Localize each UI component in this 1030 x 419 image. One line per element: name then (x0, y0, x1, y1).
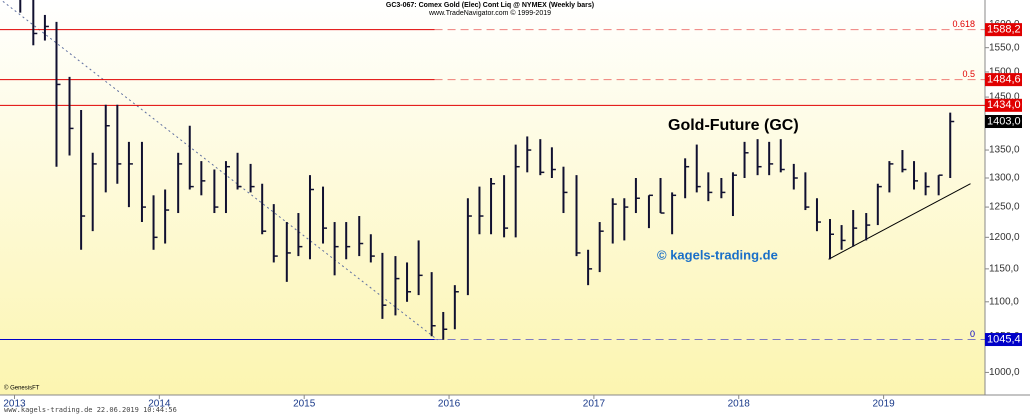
trend-line (2, 0, 438, 341)
footer: www.kagels-trading.de 22.06.2019 10:44:5… (4, 406, 177, 414)
copyright: © kagels-trading.de (657, 247, 778, 262)
x-tick-label: 2017 (583, 399, 606, 410)
level-label: 1045,4 (987, 333, 1021, 345)
chart-title: GC3-067: Comex Gold (Elec) Cont Liq @ NY… (386, 2, 594, 9)
y-tick-label: 1550,0 (989, 42, 1020, 53)
y-tick-label: 1150,0 (989, 264, 1019, 275)
x-tick-label: 2014 (148, 399, 171, 410)
level-box (985, 98, 1022, 112)
x-tick-label: 2019 (872, 399, 895, 410)
x-tick-label: 2013 (3, 399, 26, 410)
y-tick-label: 1450,0 (989, 92, 1020, 103)
y-tick-label: 1300,0 (989, 173, 1020, 184)
level-label: 1434,0 (987, 99, 1021, 111)
x-tick-label: 2015 (293, 399, 316, 410)
trend-line (828, 183, 971, 260)
x-tick-label: 2016 (438, 399, 461, 410)
x-tick-label: 2018 (728, 399, 751, 410)
annotation: Gold-Future (GC) (668, 117, 799, 134)
level-label: 1588,2 (987, 24, 1021, 36)
level-label: 1484,6 (987, 74, 1021, 86)
y-tick-label: 1200,0 (989, 232, 1020, 243)
y-tick-label: 1500,0 (989, 67, 1020, 78)
y-tick-label: 1350,0 (989, 145, 1020, 156)
fib-label: 0 (970, 329, 975, 339)
level-box (985, 333, 1022, 347)
level-label: 1403,0 (987, 115, 1021, 127)
level-box (985, 73, 1022, 87)
fib-label: 0.5 (962, 69, 975, 79)
fib-label: 0.618 (952, 19, 975, 29)
level-box (985, 23, 1022, 37)
source: © GenesisFT (4, 385, 40, 392)
y-tick-label: 1250,0 (989, 202, 1020, 213)
y-tick-label: 1100,0 (989, 296, 1019, 307)
y-tick-label: 1000,0 (989, 367, 1020, 378)
chart-subtitle: www.TradeNavigator.com © 1999-2019 (428, 9, 551, 17)
level-box (985, 115, 1022, 129)
plot-area (0, 0, 985, 395)
